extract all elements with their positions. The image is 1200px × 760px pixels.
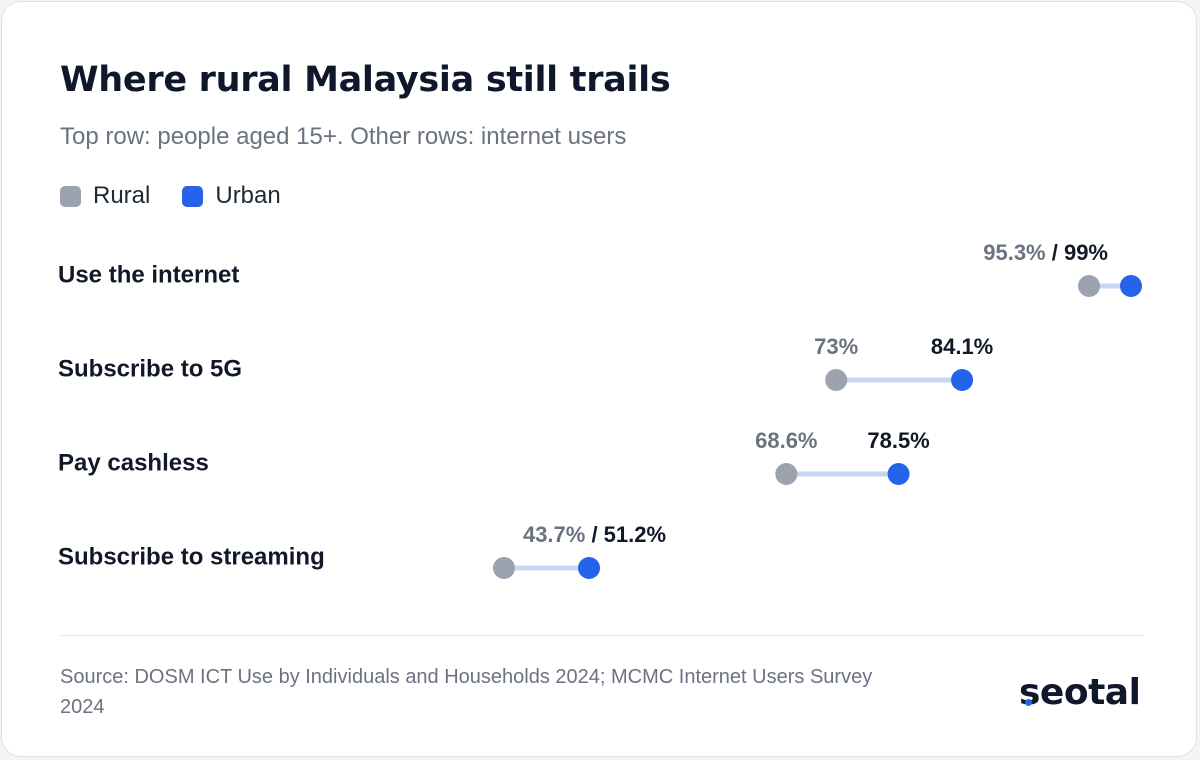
urban-value-label: / 51.2%	[585, 522, 666, 547]
category-label: Subscribe to streaming	[58, 544, 325, 571]
urban-value-label: / 99%	[1046, 240, 1108, 265]
value-label-pair: 95.3% / 99%	[983, 240, 1108, 265]
source-note: Source: DOSM ICT Use by Individuals and …	[60, 666, 873, 718]
chart-title: Where rural Malaysia still trails	[60, 60, 671, 100]
urban-dot	[578, 557, 601, 579]
urban-value-label: 78.5%	[867, 428, 929, 453]
rural-value-label: 68.6%	[755, 428, 817, 453]
urban-dot	[887, 463, 910, 485]
urban-value-label: 84.1%	[931, 334, 993, 359]
legend-label-rural: Rural	[93, 182, 151, 209]
rural-dot	[493, 557, 515, 579]
legend-item-rural: Rural	[60, 182, 150, 210]
legend-swatch-urban	[182, 185, 204, 207]
category-label: Use the internet	[58, 262, 239, 289]
legend: Rural Urban	[60, 182, 313, 210]
legend-swatch-rural	[60, 185, 81, 207]
rural-value-label: 73%	[814, 334, 858, 359]
legend-label-urban: Urban	[215, 182, 281, 209]
legend-item-urban: Urban	[182, 182, 281, 210]
rural-dot	[775, 463, 798, 485]
chart-subtitle: Top row: people aged 15+. Other rows: in…	[60, 123, 627, 150]
category-label: Pay cashless	[58, 450, 209, 477]
rural-value-label: 43.7%	[523, 522, 585, 547]
urban-dot	[1120, 275, 1142, 297]
brand-logo: seotal	[1019, 672, 1141, 713]
rural-value-label: 95.3%	[983, 240, 1045, 265]
urban-dot	[951, 369, 974, 391]
brand-logo-dot	[1025, 699, 1032, 706]
rural-dot	[1078, 275, 1101, 297]
divider	[60, 635, 1144, 636]
value-label-pair: 43.7% / 51.2%	[523, 522, 666, 547]
rural-dot	[825, 369, 848, 391]
category-label: Subscribe to 5G	[58, 356, 242, 383]
